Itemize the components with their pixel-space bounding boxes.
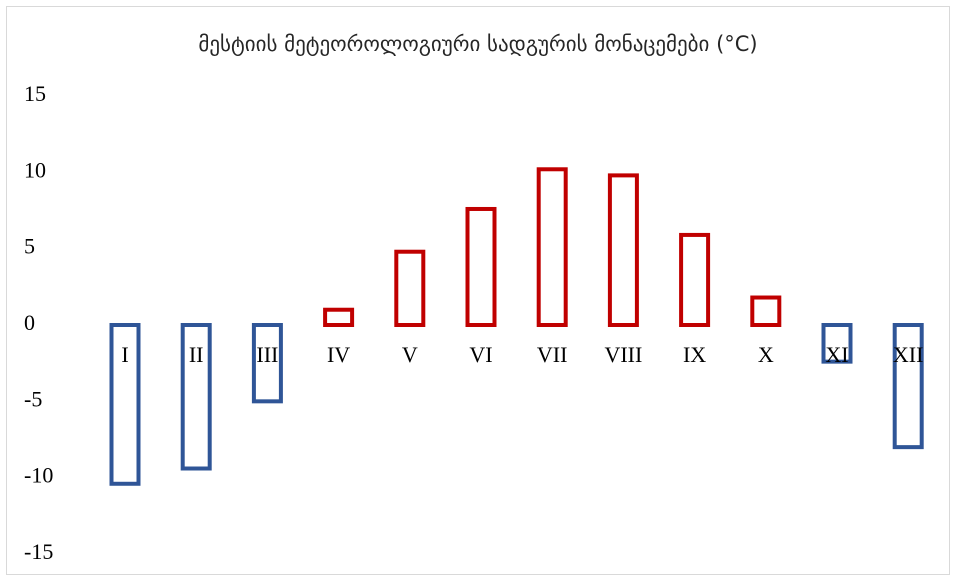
chart-area	[6, 6, 950, 575]
x-tick-label-vii: VII	[537, 342, 568, 367]
x-tick-label-i: I	[121, 342, 128, 367]
chart-title: მესტიის მეტეოროლოგიური სადგურის მონაცემე…	[198, 32, 758, 56]
bar-vi	[465, 206, 497, 327]
x-tick-label-ii: II	[189, 342, 204, 367]
bar-series	[109, 167, 924, 486]
bar-xii	[892, 323, 924, 450]
x-tick-label-v: V	[402, 342, 418, 367]
bar-iii	[251, 323, 283, 404]
x-tick-label-x: X	[758, 342, 774, 367]
y-tick-label: 0	[24, 310, 35, 335]
y-tick-label: -15	[24, 539, 53, 564]
y-tick-label: -5	[24, 386, 42, 411]
bar-i	[109, 323, 141, 486]
y-tick-label: 15	[24, 81, 46, 106]
y-tick-label: 10	[24, 157, 46, 182]
bar-x	[750, 295, 782, 327]
bar-viii	[607, 173, 639, 327]
x-tick-label-ix: IX	[683, 342, 706, 367]
bar-xi	[821, 323, 853, 364]
x-tick-label-xi: XI	[825, 342, 848, 367]
x-tick-label-iv: IV	[327, 342, 350, 367]
y-axis: 15 10 5 0 -5 -10 -15	[24, 81, 53, 564]
bar-ix	[679, 232, 711, 327]
bar-vii	[536, 167, 568, 327]
x-tick-label-xii: XII	[893, 342, 924, 367]
x-tick-label-vi: VI	[469, 342, 492, 367]
y-tick-label: 5	[24, 234, 35, 259]
y-tick-label: -10	[24, 463, 53, 488]
bar-v	[394, 249, 426, 327]
x-tick-label-viii: VIII	[604, 342, 642, 367]
x-axis: I II III IV V VI VII VIII IX X XI XII	[121, 342, 923, 367]
x-tick-label-iii: III	[256, 342, 278, 367]
bar-ii	[180, 323, 212, 471]
bar-iv	[323, 307, 355, 328]
